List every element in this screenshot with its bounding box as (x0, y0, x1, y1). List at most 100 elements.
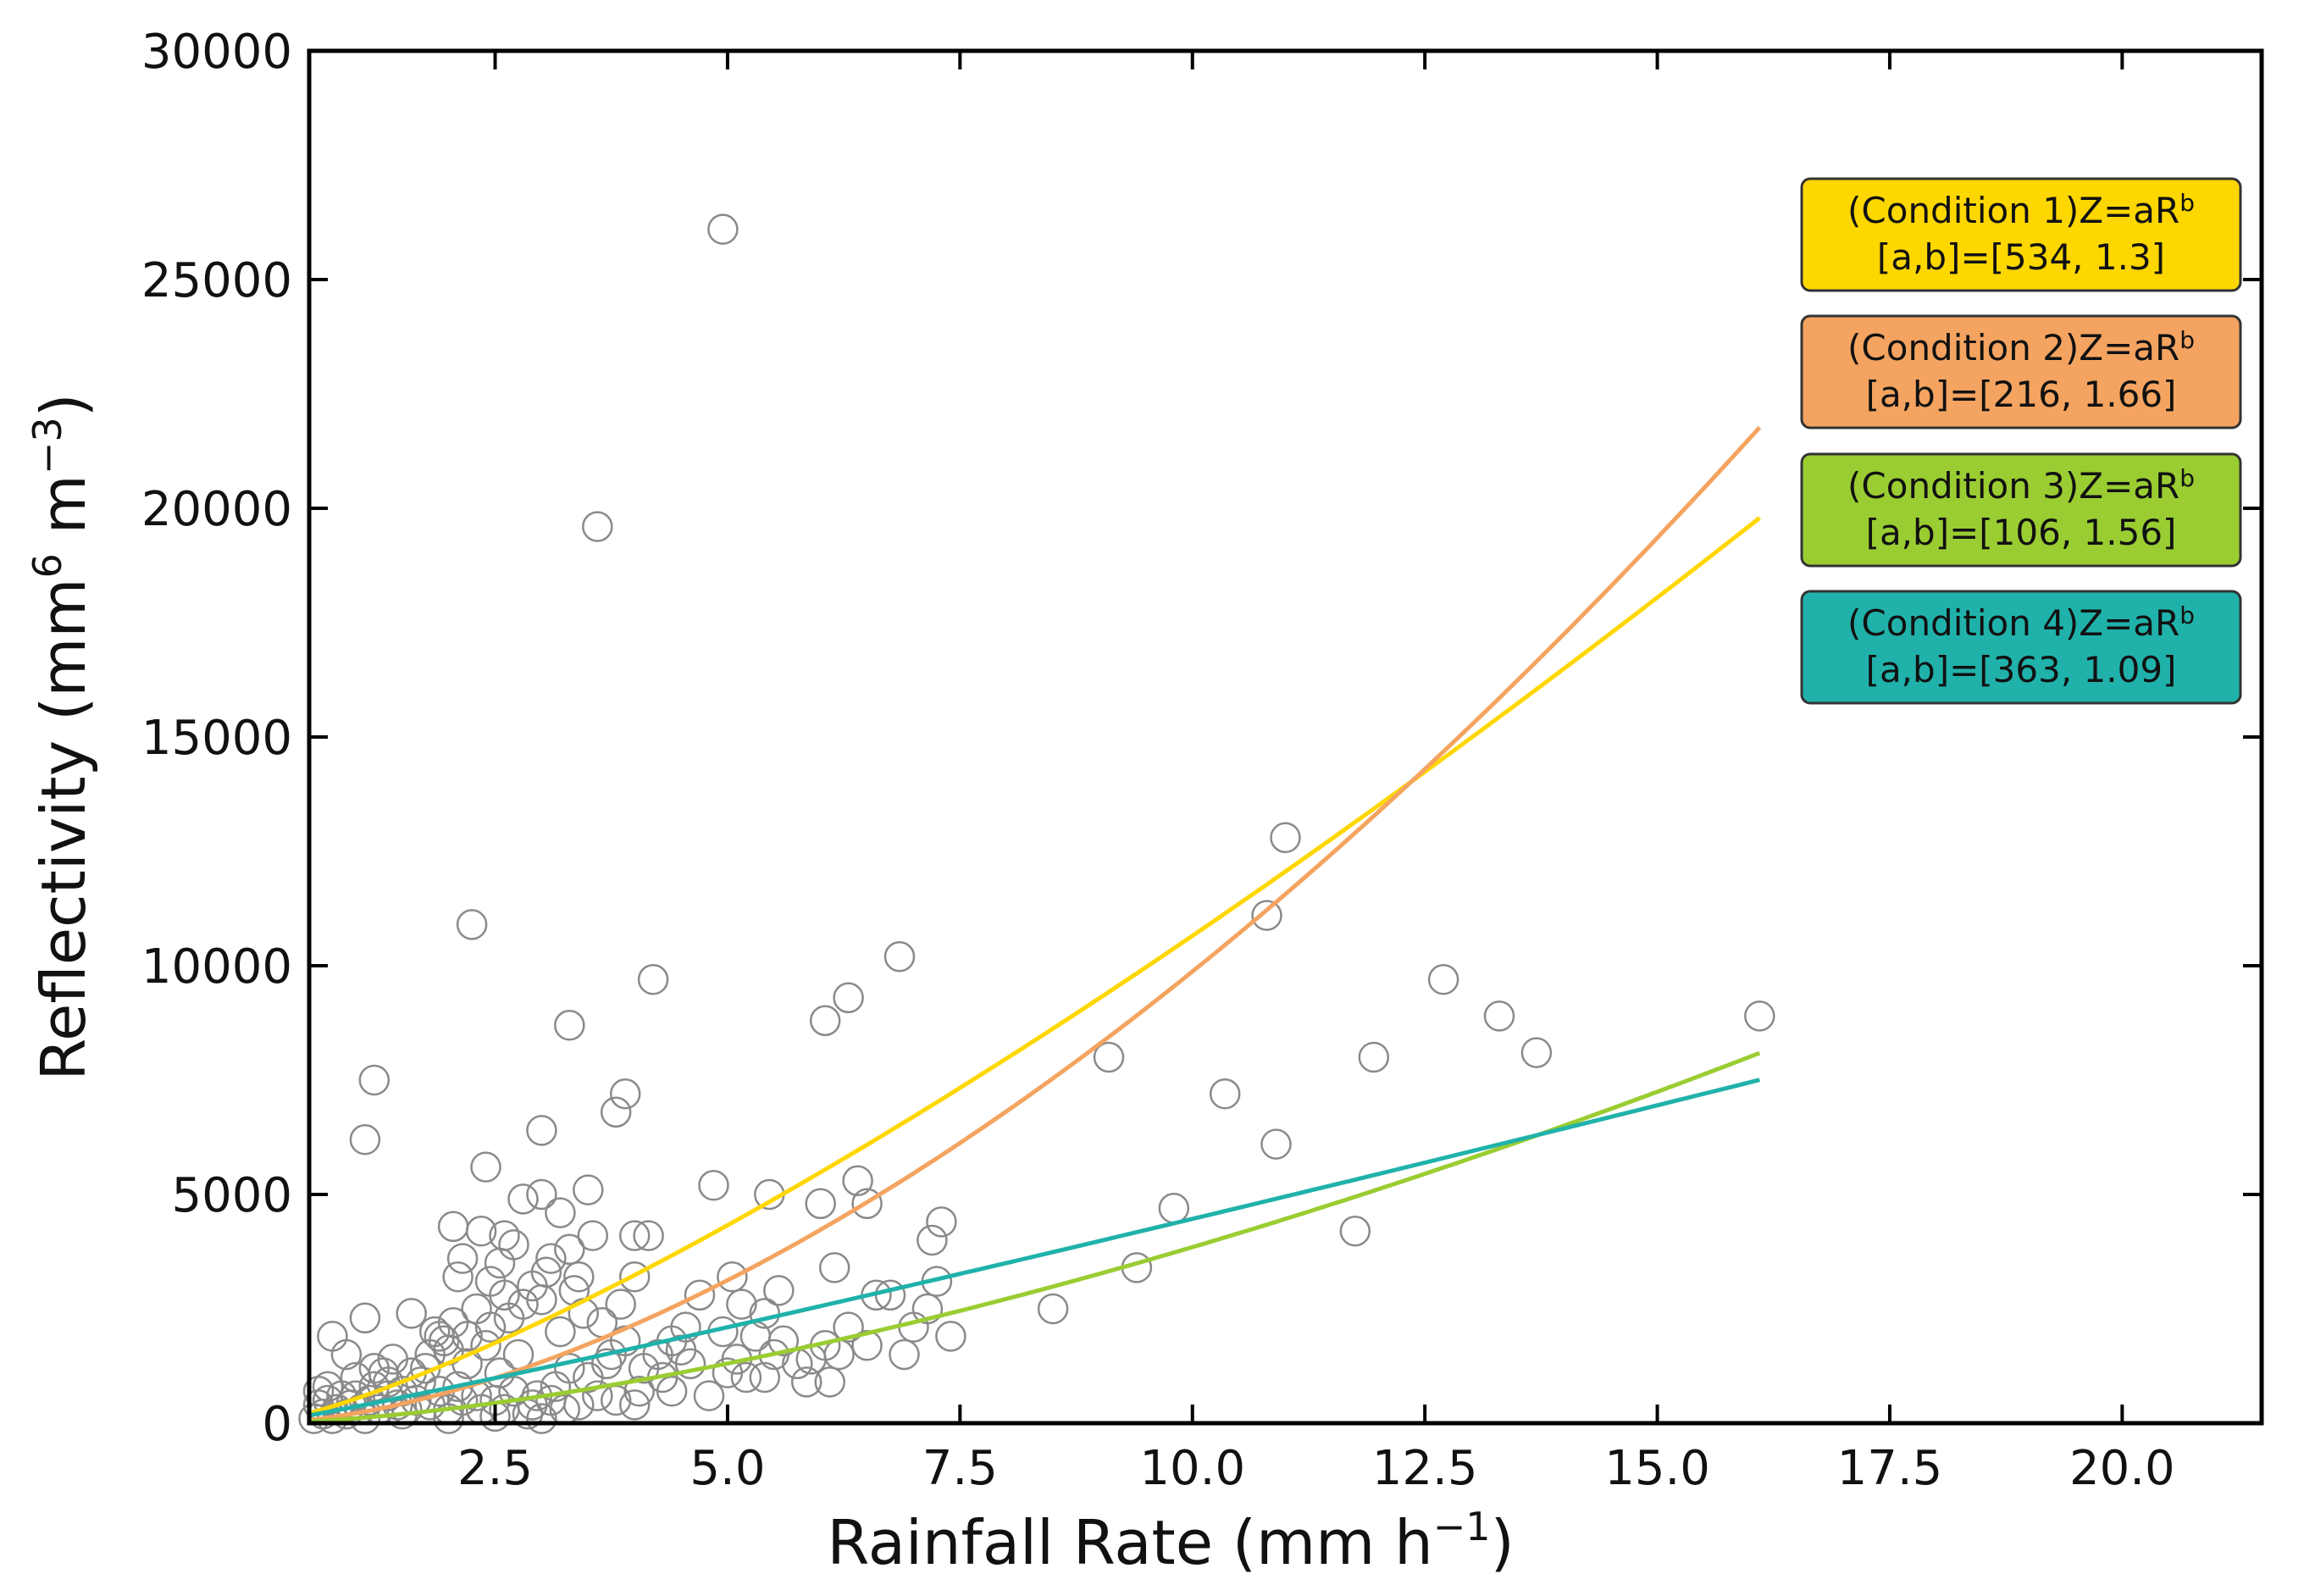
scatter-point-93 (418, 1316, 451, 1348)
scatter-point-152 (545, 1316, 576, 1348)
scatter-point-55 (442, 1261, 474, 1293)
y-tick-label: 20000 (141, 482, 292, 537)
scatter-point-17 (1260, 1128, 1292, 1160)
y-tick-label: 15000 (141, 711, 292, 766)
scatter-point-9 (554, 1009, 585, 1041)
scatter-point-30 (805, 1188, 836, 1220)
fit-curve-condition-1 (308, 516, 1761, 1416)
scatter-point-83 (573, 1361, 604, 1394)
scatter-point-54 (898, 1311, 929, 1343)
scatter-point-6 (637, 963, 669, 995)
legend-params-condition-2: [a,b]=[216, 1.66] (1866, 374, 2177, 415)
scatter-point-162 (302, 1375, 335, 1407)
scatter-point-99 (330, 1338, 363, 1371)
scatter-point-117 (623, 1375, 655, 1407)
scatter-point-148 (474, 1311, 507, 1343)
y-tick-label: 0 (262, 1397, 292, 1452)
scatter-point-22 (526, 1115, 557, 1146)
scatter-point-71 (749, 1361, 781, 1394)
scatter-point-98 (349, 1302, 381, 1334)
fit-curve-condition-3 (308, 1050, 1761, 1424)
scatter-point-49 (717, 1261, 748, 1293)
fit-curves (308, 425, 1762, 1424)
scatter-point-50 (763, 1275, 795, 1306)
y-tick-label: 30000 (141, 25, 292, 80)
scatter-point-61 (605, 1288, 636, 1320)
scatter-point-62 (618, 1261, 651, 1293)
scatter-point-70 (790, 1366, 822, 1398)
scatter-point-43 (498, 1229, 529, 1261)
legend-box-condition-2 (1800, 314, 2242, 429)
scatter-point-150 (507, 1288, 539, 1320)
legend-entry-condition-1: (Condition 1)Z=aRb [a,b]=[534, 1.3] (1800, 177, 2242, 292)
scatter-point-151 (526, 1283, 557, 1316)
scatter-point-44 (554, 1233, 585, 1266)
scatter-point-3 (1270, 822, 1301, 854)
scatter-point-42 (465, 1215, 497, 1247)
scatter-point-36 (437, 1211, 469, 1243)
scatter-point-40 (577, 1220, 609, 1251)
scatter-point-171 (833, 1311, 864, 1343)
scatter-point-37 (545, 1197, 576, 1228)
scatter-point-176 (484, 1247, 516, 1279)
scatter-point-31 (851, 1188, 883, 1220)
legend-params-condition-4: [a,b]=[363, 1.09] (1866, 649, 2177, 690)
scatter-point-115 (582, 1380, 613, 1411)
scatter-point-29 (507, 1183, 539, 1215)
x-tick-label: 12.5 (1372, 1441, 1478, 1496)
scatter-point-166 (433, 1403, 464, 1434)
scatter-point-20 (609, 1078, 641, 1110)
scatter-point-18 (358, 1064, 390, 1096)
y-tick-label: 25000 (141, 253, 292, 308)
scatter-point-1 (582, 511, 613, 542)
scatter-point-32 (1158, 1192, 1190, 1224)
scatter-point-63 (684, 1279, 716, 1311)
scatter-points (298, 213, 1775, 1434)
scatter-point-95 (396, 1298, 427, 1329)
scatter-point-0 (707, 213, 739, 245)
scatter-point-168 (526, 1403, 557, 1434)
scatter-point-169 (618, 1389, 651, 1421)
scatter-point-28 (526, 1178, 557, 1211)
scatter-point-48 (1037, 1293, 1069, 1325)
scatter-point-38 (618, 1220, 651, 1251)
x-tick-label: 7.5 (922, 1441, 998, 1496)
scatter-point-10 (1427, 963, 1459, 995)
scatter-point-11 (1483, 1000, 1515, 1032)
scatter-point-172 (749, 1298, 781, 1329)
scatter-point-16 (1209, 1078, 1241, 1110)
scatter-point-72 (730, 1361, 762, 1394)
x-tick-label: 5.0 (690, 1441, 765, 1496)
legend-entry-condition-2: (Condition 2)Z=aRb [a,b]=[216, 1.66] (1800, 314, 2242, 429)
scatter-point-179 (474, 1266, 507, 1297)
y-tick-label: 10000 (141, 939, 292, 995)
axis-ticks: 2.5 5.0 7.5 10.0 12.5 15.0 17.5 20.0 0 5000 10000 1… (141, 25, 2262, 1496)
legend-entry-condition-4: (Condition 4)Z=aRb [a,b]=[363, 1.09] (1800, 590, 2242, 705)
scatter-point-13 (1744, 1000, 1775, 1032)
scatter-point-24 (698, 1169, 729, 1201)
scatter-point-89 (470, 1329, 501, 1361)
x-tick-label: 2.5 (457, 1441, 533, 1496)
scatter-point-2 (456, 909, 488, 940)
scatter-point-116 (600, 1384, 632, 1416)
scatter-point-118 (656, 1375, 688, 1407)
scatter-point-27 (573, 1174, 604, 1205)
scatter-point-26 (842, 1165, 873, 1197)
scatter-point-23 (470, 1151, 501, 1183)
scatter-point-159 (758, 1338, 790, 1371)
fit-curve-condition-4 (308, 1078, 1760, 1418)
scatter-point-100 (317, 1321, 348, 1352)
scatter-point-67 (851, 1329, 883, 1361)
scatter-point-147 (451, 1321, 483, 1352)
legend-formula-condition-1: (Condition 1)Z=aRb (1847, 189, 2195, 231)
scatter-point-8 (809, 1005, 841, 1037)
legend-box-condition-4 (1800, 590, 2242, 705)
scatter-point-33 (1339, 1215, 1371, 1247)
scatter-point-15 (1093, 1041, 1125, 1073)
y-tick-label: 5000 (171, 1168, 292, 1223)
scatter-point-60 (563, 1261, 595, 1293)
scatter-point-66 (935, 1321, 966, 1352)
x-tick-label: 17.5 (1837, 1441, 1943, 1496)
scatter-point-14 (1358, 1041, 1390, 1073)
